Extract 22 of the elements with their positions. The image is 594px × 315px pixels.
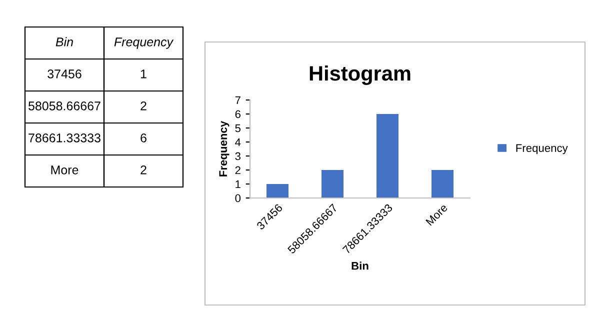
y-tick-label: 6: [235, 110, 240, 118]
y-tick-label: 7: [235, 96, 240, 104]
y-tick-label: 0: [235, 194, 241, 202]
text: 6: [140, 134, 146, 142]
y-tick-label: 1: [236, 180, 240, 188]
text: 2: [140, 102, 146, 110]
y-tick-label: 5: [235, 124, 241, 132]
category-label: 78661.33333: [28, 134, 100, 142]
text: 1: [140, 70, 146, 78]
y-tick-label: 2: [235, 166, 240, 174]
x-axis-title: Bin: [352, 262, 368, 270]
category-label: 58058.66667: [28, 102, 100, 110]
text: 2: [140, 166, 146, 174]
y-tick-label: 4: [235, 138, 241, 146]
legend-label: Frequency: [516, 144, 568, 154]
y-tick-label: 3: [235, 152, 240, 160]
chart-title: Histogram: [310, 65, 410, 85]
category-label: More: [51, 166, 78, 174]
text: Frequency: [114, 38, 174, 49]
text: Bin: [56, 37, 73, 46]
y-axis-title: Frequency: [219, 120, 230, 176]
category-label: 37456: [48, 70, 82, 78]
